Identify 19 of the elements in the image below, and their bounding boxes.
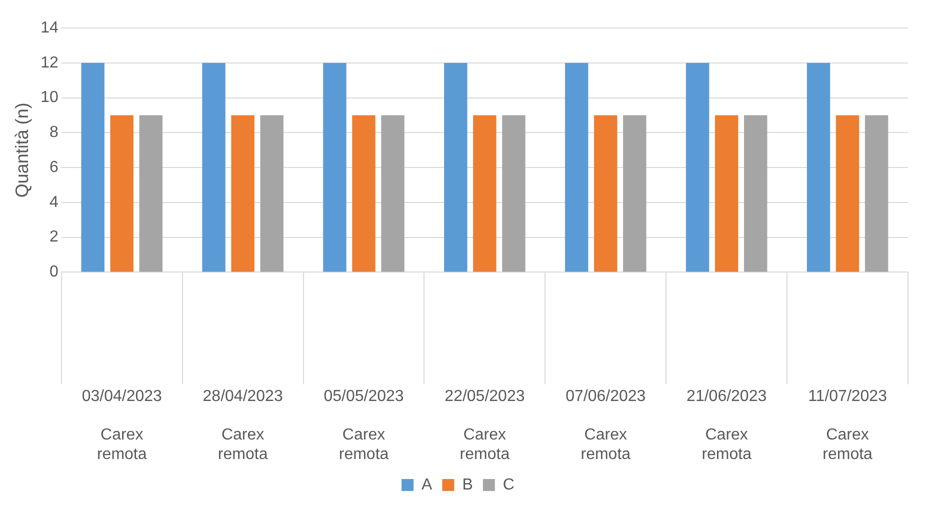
y-tick-label: 4 <box>49 194 58 211</box>
y-tick-label: 6 <box>49 158 58 176</box>
y-tick-label: 12 <box>40 54 58 72</box>
category-label: 11/07/2023 Carex remota <box>808 388 887 463</box>
y-tick-label: 0 <box>49 264 58 281</box>
category-label: 07/06/2023 Carex remota <box>566 388 646 463</box>
legend-label: A <box>422 476 433 494</box>
y-tick-label: 8 <box>49 124 58 142</box>
y-tick-label: 2 <box>49 228 58 246</box>
category-label: 05/05/2023 Carex remota <box>324 388 404 463</box>
category-label: 21/06/2023 Carex remota <box>686 388 767 463</box>
y-tick-label: 14 <box>40 19 58 36</box>
category-label: 03/04/2023 Carex remota <box>82 388 162 463</box>
legend-label: B <box>462 476 473 494</box>
y-axis-title: Quantità (n) <box>12 102 32 198</box>
category-label: 22/05/2023 Carex remota <box>444 388 525 463</box>
legend-label: C <box>502 476 514 494</box>
y-tick-label: 10 <box>40 89 58 106</box>
category-label: 28/04/2023 Carex remota <box>202 388 283 463</box>
